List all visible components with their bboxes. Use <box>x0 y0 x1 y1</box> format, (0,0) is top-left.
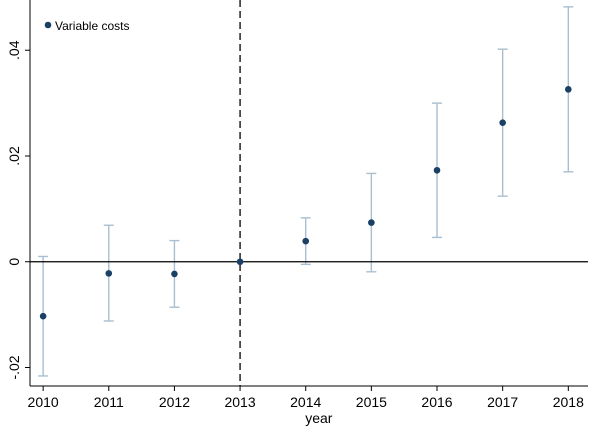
legend-marker <box>44 21 52 29</box>
data-point <box>433 166 441 174</box>
data-point <box>565 86 572 93</box>
x-tick-label: 2010 <box>28 394 59 410</box>
axes: -.02 0 .02 .04 2010 2011 2012 2013 2014 2015 2016 2… <box>6 0 588 426</box>
y-tick-label: -.02 <box>6 355 22 379</box>
x-tick-label: 2017 <box>487 394 518 410</box>
x-axis-title: year <box>305 410 333 426</box>
data-point <box>368 219 375 226</box>
y-tick-label: 0 <box>6 258 22 266</box>
point-estimates <box>39 86 572 320</box>
reference-lines <box>30 0 588 386</box>
legend: Variable costs <box>44 19 129 33</box>
x-tick-label: 2016 <box>421 394 452 410</box>
legend-label: Variable costs <box>55 19 129 33</box>
x-tick-label: 2013 <box>224 394 255 410</box>
data-point <box>171 270 178 278</box>
data-point <box>39 312 47 320</box>
x-tick-label: 2015 <box>356 394 387 410</box>
x-tick-label: 2018 <box>553 394 584 410</box>
data-point <box>302 237 310 245</box>
x-tick-label: 2014 <box>290 394 321 410</box>
data-point <box>499 119 506 126</box>
data-point <box>105 270 113 277</box>
x-tick-label: 2011 <box>94 394 124 410</box>
y-tick-label: .04 <box>6 40 22 60</box>
x-tick-label: 2012 <box>159 394 190 410</box>
confidence-intervals <box>38 6 574 377</box>
y-tick-label: .02 <box>6 146 22 166</box>
data-point <box>236 258 244 266</box>
